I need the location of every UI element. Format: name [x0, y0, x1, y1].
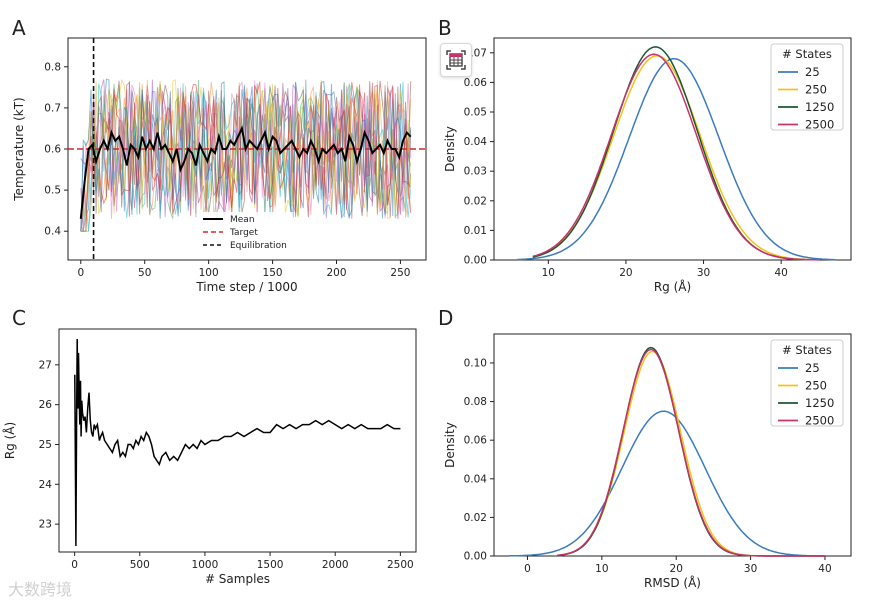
x-tick-label: 40	[818, 563, 831, 575]
density-curve-2500	[532, 53, 820, 261]
replica-trace-12	[80, 80, 412, 232]
x-tick-label: 2000	[322, 559, 349, 571]
y-axis-label: Density	[443, 422, 457, 468]
table-grid-icon	[446, 50, 466, 70]
mean-line	[79, 125, 412, 220]
y-tick-label: 25	[39, 439, 52, 451]
y-tick-label: 23	[39, 519, 52, 531]
legend-label-25: 25	[805, 361, 820, 375]
density-curve-2500	[557, 348, 825, 557]
legend-label-equilibration: Equilibration	[230, 241, 287, 251]
y-tick-label: 0.10	[464, 357, 487, 369]
y-tick-label: 0.02	[464, 512, 487, 524]
watermark: 大数跨境	[8, 580, 73, 599]
y-tick-label: 24	[39, 479, 53, 491]
legend-box	[770, 339, 844, 427]
y-tick-label: 0.02	[464, 195, 487, 207]
y-axis-label: Density	[443, 126, 457, 172]
density-curve-25	[517, 57, 836, 261]
panel-b-rg-density-chart: 10 20 30 400.000.010.020.030.040.050.060.07…	[443, 37, 852, 294]
x-tick-label: 1000	[192, 559, 219, 571]
legend-title: # States	[782, 343, 832, 357]
plot-frame	[493, 37, 852, 261]
y-tick-label: 0.05	[464, 107, 487, 119]
density-curve-25	[508, 410, 825, 557]
legend-label-250: 250	[805, 379, 827, 393]
y-tick-label: 0.8	[44, 61, 61, 73]
x-tick-label: 0	[524, 563, 531, 575]
x-tick-label: 1500	[257, 559, 284, 571]
panel-label-d: D	[438, 306, 453, 330]
x-tick-label: 10	[595, 563, 608, 575]
legend: # States 25 250 1250 2500	[770, 339, 844, 428]
x-tick-label: 200	[326, 267, 346, 279]
x-tick-label: 20	[619, 267, 632, 279]
x-tick-label: 50	[138, 267, 151, 279]
x-tick-label: 20	[670, 563, 683, 575]
y-axis-label: Temperature (kT)	[12, 97, 26, 201]
legend-label-1250: 1250	[805, 100, 834, 114]
y-tick-label: 27	[39, 359, 52, 371]
y-tick-label: 0.00	[464, 551, 487, 563]
y-tick-label: 0.00	[464, 255, 487, 267]
density-curve-1250	[532, 46, 813, 261]
legend-box	[770, 43, 844, 131]
panel-label-b: B	[438, 16, 452, 40]
panel-a-temperature-chart: 0 50 100 150 200 250 0.4 0.5 0.6 0.7 0.8 Time step …	[12, 37, 427, 294]
y-tick-label: 0.04	[464, 136, 488, 148]
x-tick-label: 0	[77, 267, 84, 279]
y-tick-label: 0.04	[464, 473, 488, 485]
x-tick-label: 2500	[387, 559, 414, 571]
panel-d-rmsd-density-chart: 0 10 20 30 40 0.00 0.02 0.04 0.06 0.08 0.10 RMSD (Å…	[443, 333, 852, 590]
x-tick-label: 30	[697, 267, 710, 279]
legend: Mean Target Equilibration	[199, 212, 293, 254]
x-tick-label: 30	[744, 563, 757, 575]
x-tick-label: 10	[542, 267, 555, 279]
rg-running-line	[74, 338, 401, 547]
x-axis-label: # Samples	[205, 572, 270, 586]
x-tick-label: 100	[199, 267, 219, 279]
legend-label-250: 250	[805, 83, 827, 97]
x-axis-label: RMSD (Å)	[644, 575, 701, 590]
y-tick-label: 0.08	[464, 396, 487, 408]
y-axis-label: Rg (Å)	[2, 422, 17, 459]
plot-frame	[58, 328, 417, 553]
legend-label-1250: 1250	[805, 396, 834, 410]
y-tick-label: 26	[39, 399, 53, 411]
legend-label-target: Target	[229, 228, 258, 238]
x-tick-label: 150	[263, 267, 283, 279]
x-axis-label: Rg (Å)	[654, 279, 691, 294]
y-tick-label: 0.7	[44, 102, 61, 114]
x-tick-label: 40	[774, 267, 787, 279]
panel-label-a: A	[12, 16, 26, 40]
legend-label-25: 25	[805, 65, 820, 79]
table-scan-icon[interactable]	[440, 43, 472, 77]
panel-label-c: C	[12, 306, 26, 330]
x-axis-label: Time step / 1000	[195, 280, 297, 294]
x-tick-label: 250	[390, 267, 410, 279]
y-tick-label: 0.01	[464, 225, 487, 237]
x-tick-label: 0	[71, 559, 78, 571]
plot-frame	[493, 333, 852, 557]
x-tick-label: 500	[130, 559, 150, 571]
y-tick-label: 0.6	[44, 144, 61, 156]
legend-label-2500: 2500	[805, 414, 834, 428]
panel-c-rg-samples-chart: 0 500 1000 1500 2000 2500 23 24 25 26 27 # Samples R…	[2, 328, 417, 586]
y-tick-label: 0.4	[44, 226, 61, 238]
y-tick-label: 0.06	[464, 435, 488, 447]
y-tick-label: 0.06	[464, 77, 488, 89]
legend-label-2500: 2500	[805, 118, 834, 132]
y-tick-label: 0.03	[464, 166, 487, 178]
legend-title: # States	[782, 47, 832, 61]
legend-label-mean: Mean	[230, 215, 255, 225]
y-tick-label: 0.5	[44, 185, 61, 197]
legend: # States 25 250 1250 2500	[770, 43, 844, 132]
